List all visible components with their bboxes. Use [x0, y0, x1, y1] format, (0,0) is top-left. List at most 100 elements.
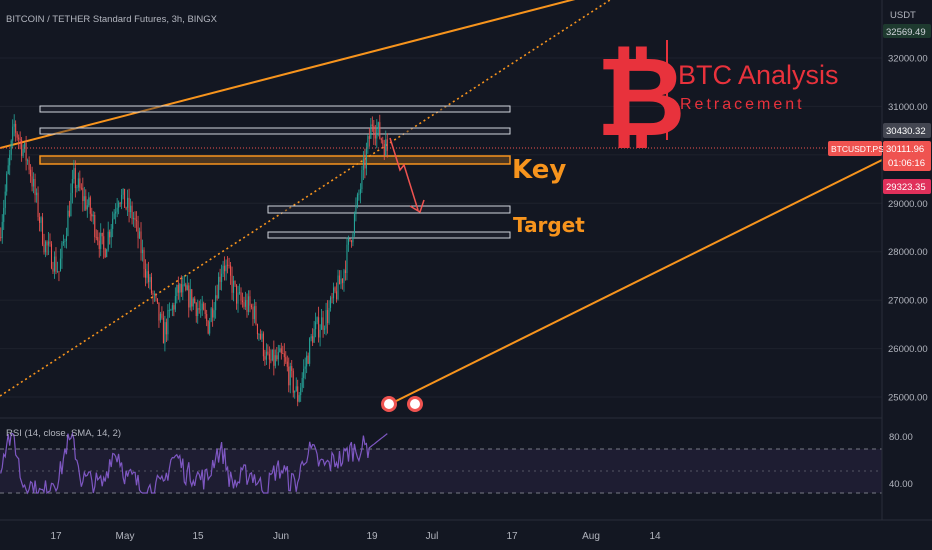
candle-body	[240, 292, 242, 301]
candle-body	[204, 309, 206, 315]
candle-body	[306, 355, 308, 367]
candle-body	[297, 386, 299, 402]
candle-body	[244, 300, 247, 307]
candle-body	[159, 313, 161, 321]
candle-body	[197, 308, 199, 317]
candle-body	[162, 317, 164, 344]
candle-body	[173, 305, 175, 310]
time-tick-label: Aug	[582, 531, 600, 542]
candle-body	[46, 241, 48, 246]
zone-key[interactable]	[39, 155, 511, 165]
rsi-legend[interactable]: RSI (14, close, SMA, 14, 2)	[6, 428, 121, 439]
candle-body	[85, 196, 87, 210]
candle-body	[268, 354, 270, 360]
candle-body	[77, 178, 79, 188]
candle-body	[282, 353, 284, 354]
candle-body	[141, 249, 144, 254]
zone-resistance-2[interactable]	[39, 127, 511, 135]
candle-body	[246, 300, 248, 312]
candle-body	[164, 322, 166, 344]
candle-body	[315, 322, 317, 330]
candle-body	[338, 275, 341, 285]
event-markers[interactable]	[381, 396, 423, 412]
candle-body	[59, 258, 61, 272]
candle-body	[42, 217, 44, 245]
candle-body	[225, 264, 227, 272]
candle-body	[291, 366, 293, 371]
symbol-title[interactable]: BITCOIN / TETHER Standard Futures, 3h, B…	[6, 14, 218, 25]
candle-body	[165, 322, 167, 335]
key-label: Key	[512, 155, 566, 185]
candle-body	[1, 221, 3, 239]
candle-body	[150, 277, 152, 294]
candle-body	[258, 334, 260, 335]
rsi-pane	[0, 431, 882, 495]
bitcoin-icon: ₿	[596, 33, 686, 161]
candle-body	[115, 211, 117, 214]
candle-body	[330, 297, 332, 308]
projection-arrow[interactable]	[389, 137, 419, 211]
candle-body	[139, 231, 141, 239]
candle-body	[361, 170, 363, 190]
candle-body	[40, 217, 42, 223]
candle-body	[44, 241, 47, 253]
candle-body	[189, 289, 191, 308]
candle-body	[119, 202, 121, 204]
candle-body	[186, 285, 188, 290]
time-tick-label: 14	[649, 531, 661, 542]
channel-mid-dotted-line[interactable]	[0, 0, 611, 397]
candle-body	[295, 386, 297, 391]
candle-body	[353, 214, 355, 235]
candle-body	[288, 366, 290, 386]
candle-body	[253, 306, 255, 320]
time-axis[interactable]: 17 May 15 Jun 19 Jul 17 Aug 14	[0, 519, 932, 542]
candle-body	[158, 302, 160, 321]
candle-body	[349, 238, 351, 241]
candle-body	[61, 242, 63, 259]
zone-support[interactable]	[267, 231, 511, 239]
candle-body	[25, 143, 27, 161]
candle-body	[0, 237, 2, 239]
candle-body	[124, 188, 126, 208]
candle-body	[362, 158, 364, 171]
logo-title: BTC Analysis	[678, 60, 839, 90]
candle-body	[222, 265, 224, 274]
candle-body	[116, 207, 118, 212]
candle-body	[49, 241, 51, 244]
flag-icon	[384, 399, 394, 409]
channel-upper-line[interactable]	[0, 0, 610, 149]
candle-body	[331, 297, 333, 299]
channel-lower-line[interactable]	[381, 159, 883, 409]
candle-body	[55, 256, 57, 272]
candle-body	[386, 139, 388, 151]
candle-body	[256, 324, 258, 335]
rsi-band	[0, 449, 882, 493]
candle-body	[262, 333, 264, 357]
candle-body	[233, 280, 235, 293]
candle-body	[110, 228, 112, 238]
candle-body	[53, 256, 55, 272]
zones	[39, 105, 511, 239]
candle-body	[355, 205, 357, 215]
candle-body	[203, 303, 205, 310]
candle-body	[180, 284, 182, 293]
candle-body	[153, 294, 155, 296]
currency-label: USDT	[890, 10, 916, 21]
price-scale[interactable]: USDT 32569.49 32000.0031000.0030000.0029…	[828, 0, 932, 550]
candle-body	[280, 348, 282, 354]
candle-body	[325, 310, 327, 329]
price-scale-background	[882, 0, 932, 550]
candle-body	[146, 271, 148, 278]
zone-target[interactable]	[267, 205, 511, 214]
candles	[0, 114, 388, 407]
candle-body	[309, 338, 311, 364]
candle-body	[137, 221, 139, 239]
candle-body	[177, 284, 179, 293]
zone-resistance-top[interactable]	[39, 105, 511, 113]
candle-body	[359, 189, 361, 194]
candle-body	[198, 308, 200, 310]
badge-high-value: 30430.32	[886, 126, 926, 137]
time-tick-label: Jul	[426, 531, 439, 542]
price-tick-label: 27000.00	[888, 296, 928, 307]
